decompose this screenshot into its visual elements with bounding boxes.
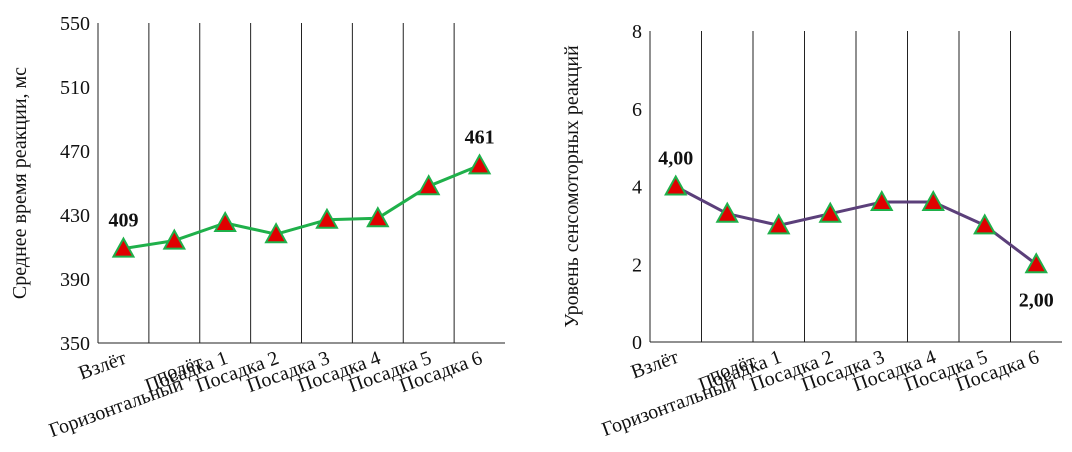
data-point-marker	[1024, 252, 1048, 274]
data-point-marker	[416, 174, 441, 196]
data-point-marker	[111, 236, 136, 258]
data-label: 461	[465, 126, 495, 148]
y-tick-label: 510	[60, 77, 90, 99]
series-line	[675, 185, 1038, 266]
y-tick-label: 430	[60, 205, 90, 227]
data-point-marker	[921, 189, 945, 212]
data-point-marker	[315, 207, 339, 229]
data-point-marker	[366, 206, 390, 228]
y-axis-title: Уровень сенсомоторных реакций	[561, 45, 583, 328]
data-point-marker	[467, 153, 492, 175]
data-point-marker	[664, 174, 688, 196]
y-axis-title: Среднее время реакции, мс	[9, 67, 31, 299]
y-tick-label: 2	[632, 254, 642, 276]
data-point-marker	[715, 201, 739, 223]
y-tick-label: 6	[632, 99, 642, 121]
data-label: 2,00	[1019, 289, 1054, 311]
data-point-marker	[264, 222, 288, 244]
y-tick-label: 550	[60, 13, 90, 35]
data-point-marker	[870, 189, 894, 212]
y-tick-label: 4	[632, 177, 642, 199]
data-point-marker	[767, 213, 791, 235]
data-label: 409	[108, 210, 138, 232]
y-tick-label: 350	[60, 333, 90, 355]
data-point-marker	[213, 210, 237, 232]
y-tick-label: 390	[60, 269, 90, 291]
y-tick-label: 470	[60, 141, 90, 163]
data-point-marker	[162, 228, 187, 250]
y-tick-label: 8	[632, 21, 642, 43]
y-tick-label: 0	[632, 332, 642, 354]
data-label: 4,00	[658, 148, 693, 170]
chart1: 350 390 430 470 510 550 Среднее время реакции,…	[9, 13, 505, 442]
data-point-marker	[973, 213, 997, 235]
data-point-marker	[818, 201, 842, 223]
